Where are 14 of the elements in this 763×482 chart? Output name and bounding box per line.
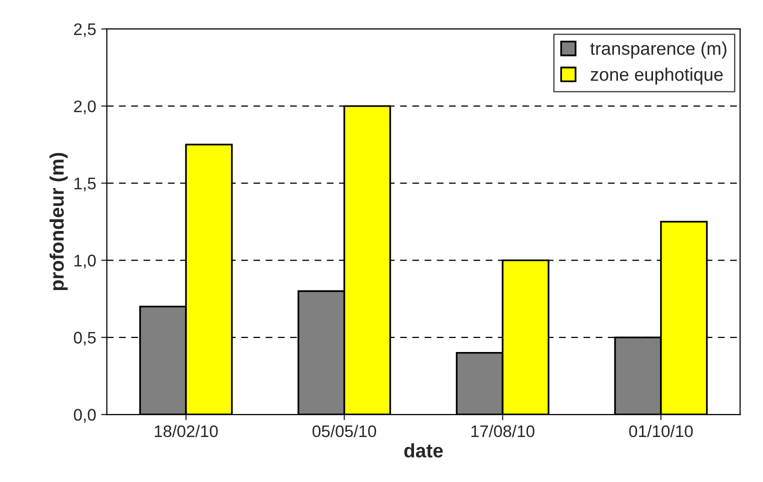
x-tick-label: 17/08/10 — [471, 424, 534, 438]
y-tick-label: 2,0 — [74, 100, 96, 114]
y-tick-label: 0,5 — [74, 332, 96, 346]
x-tick-label: 18/02/10 — [154, 424, 218, 438]
y-tick-label: 0,0 — [74, 408, 96, 423]
x-tick-label: 05/05/10 — [312, 424, 376, 438]
y-tick-label: 1,5 — [74, 178, 96, 192]
y-axis-title: profondeur (m) — [50, 153, 68, 290]
x-tick-label: 01/10/10 — [629, 424, 693, 438]
legend-label: zone euphotique — [590, 68, 723, 84]
legend-label: transparence (m) — [590, 42, 726, 58]
y-tick-label: 2,5 — [74, 23, 96, 38]
x-axis-title: date — [404, 443, 443, 458]
y-tick-label: 1,0 — [74, 254, 96, 268]
